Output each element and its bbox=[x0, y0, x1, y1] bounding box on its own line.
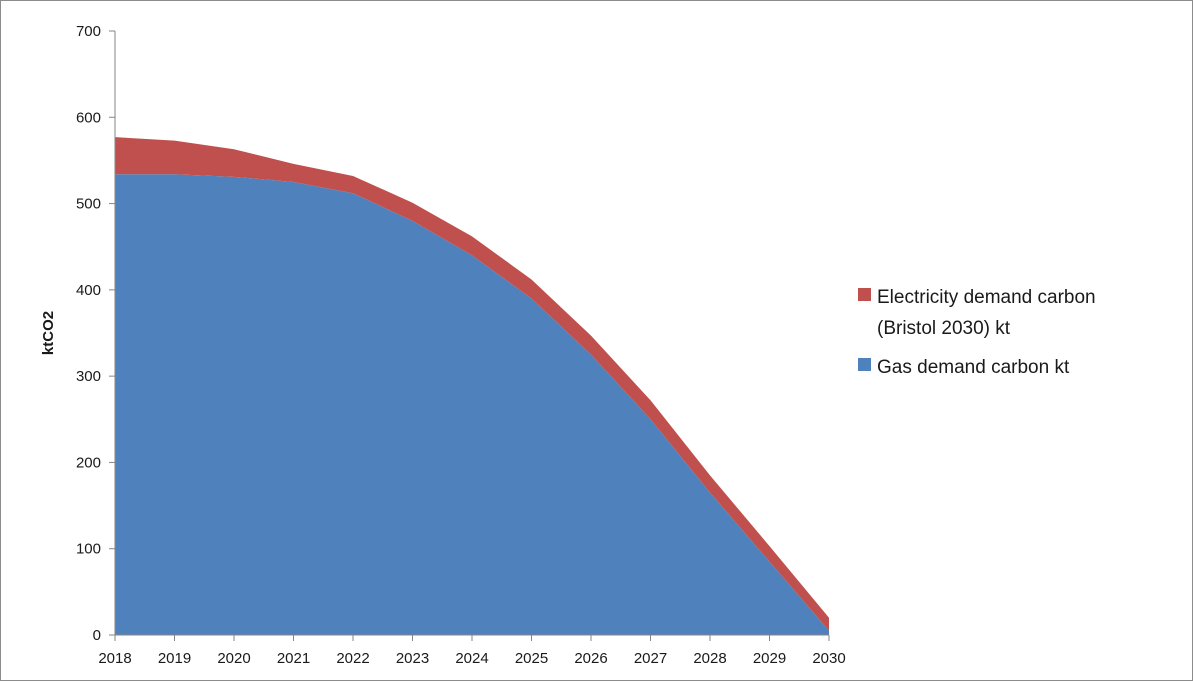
y-tick-label: 100 bbox=[76, 541, 101, 558]
legend-label: Electricity demand carbon bbox=[877, 287, 1096, 308]
x-tick-label: 2028 bbox=[693, 650, 726, 667]
y-tick-label: 300 bbox=[76, 368, 101, 385]
y-tick-label: 200 bbox=[76, 454, 101, 471]
series-areas bbox=[115, 137, 829, 636]
legend-label: (Bristol 2030) kt bbox=[877, 318, 1011, 339]
legend-swatch bbox=[858, 288, 871, 301]
x-tick-label: 2030 bbox=[812, 650, 845, 667]
y-tick-label: 400 bbox=[76, 282, 101, 299]
y-axis-title: ktCO2 bbox=[40, 311, 57, 355]
x-tick-label: 2023 bbox=[396, 650, 429, 667]
y-axis-ticks: 0 100 200 300 400 500 600 700 bbox=[76, 23, 115, 644]
y-tick-label: 600 bbox=[76, 109, 101, 126]
x-tick-label: 2027 bbox=[634, 650, 667, 667]
x-tick-label: 2020 bbox=[217, 650, 250, 667]
area-series-gas-demand bbox=[115, 174, 829, 636]
x-tick-label: 2022 bbox=[336, 650, 369, 667]
x-tick-label: 2029 bbox=[753, 650, 786, 667]
y-tick-label: 0 bbox=[93, 627, 101, 644]
x-axis-ticks: 2018 2019 2020 2021 2022 2023 2024 2025 2026 2027… bbox=[98, 635, 846, 667]
x-tick-label: 2024 bbox=[455, 650, 488, 667]
legend-swatch bbox=[858, 358, 871, 371]
legend: Electricity demand carbon (Bristol 2030) … bbox=[858, 287, 1096, 378]
y-tick-label: 700 bbox=[76, 23, 101, 40]
x-tick-label: 2019 bbox=[158, 650, 191, 667]
legend-label: Gas demand carbon kt bbox=[877, 357, 1070, 378]
x-tick-label: 2018 bbox=[98, 650, 131, 667]
x-tick-label: 2026 bbox=[574, 650, 607, 667]
x-tick-label: 2021 bbox=[277, 650, 310, 667]
x-tick-label: 2025 bbox=[515, 650, 548, 667]
y-tick-label: 500 bbox=[76, 196, 101, 213]
